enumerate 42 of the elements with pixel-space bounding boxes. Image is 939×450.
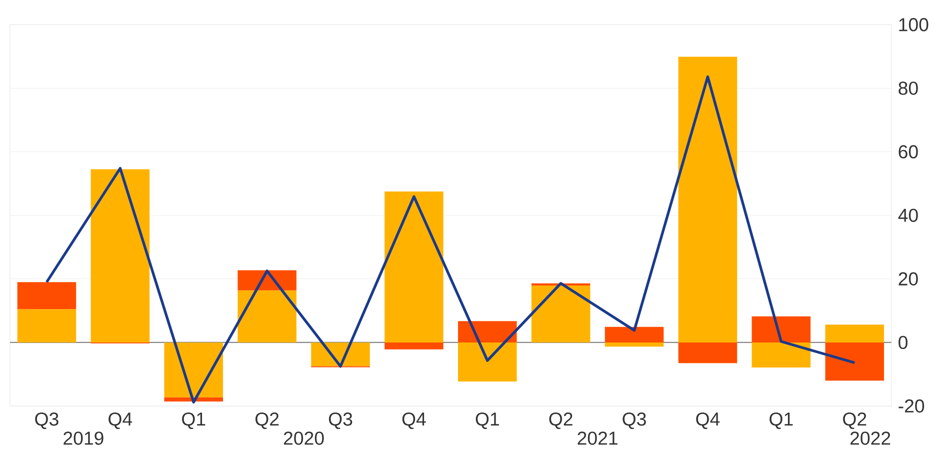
text: 2019	[64, 432, 104, 445]
bar	[17, 282, 76, 310]
text: 2021	[578, 432, 618, 445]
bar	[384, 342, 444, 350]
bar	[531, 286, 590, 342]
line-series	[45, 75, 856, 404]
y-tick-label: 40	[898, 208, 918, 222]
bar	[825, 342, 884, 381]
bar	[678, 56, 738, 342]
x-tick-label: Q3	[35, 412, 58, 430]
x-tick-label: Q4	[108, 412, 132, 430]
x-tick-label: Q3	[622, 412, 646, 430]
bar	[604, 342, 664, 347]
bar	[678, 342, 738, 364]
bar	[238, 290, 296, 342]
bar	[752, 316, 811, 342]
bar	[458, 321, 517, 342]
bar	[604, 326, 664, 342]
bar	[17, 309, 76, 342]
y-tick-label: 60	[898, 145, 918, 158]
x-tick-label: Q1	[476, 412, 499, 430]
text: 2020	[284, 432, 324, 445]
bar	[752, 342, 811, 368]
y-tick-label: 0	[898, 336, 908, 350]
bar	[458, 342, 517, 382]
bar	[164, 342, 223, 398]
bar	[90, 169, 150, 342]
x-tick-label: Q1	[182, 412, 206, 430]
y-tick-label: 100	[899, 18, 928, 32]
x-tick-label: Q4	[402, 412, 426, 430]
x-tick-label: Q3	[328, 412, 352, 430]
y-tick-label: -20	[898, 399, 924, 413]
y-tick-label: 80	[898, 82, 918, 95]
x-tick-label: Q2	[843, 412, 866, 430]
bar	[384, 192, 444, 342]
y-tick-label: 20	[898, 272, 918, 286]
x-tick-label: Q2	[549, 412, 572, 430]
x-tick-label: Q1	[770, 412, 793, 430]
x-tick-label: Q4	[696, 412, 720, 430]
bar	[825, 324, 884, 342]
x-tick-label: Q2	[255, 412, 279, 430]
text: 2022	[850, 432, 890, 445]
